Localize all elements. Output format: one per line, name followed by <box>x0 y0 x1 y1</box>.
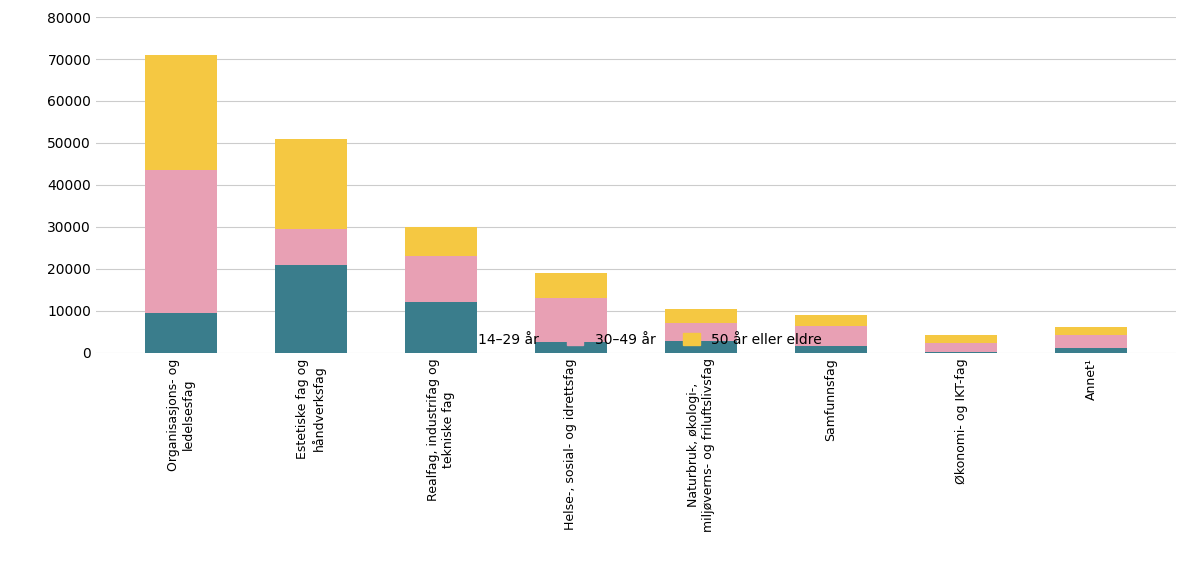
Bar <box>1055 348 1127 353</box>
Bar <box>535 343 607 353</box>
Bar <box>535 298 607 343</box>
Bar <box>406 227 476 256</box>
Bar <box>145 170 217 313</box>
Legend: 14–29 år, 30–49 år, 50 år eller eldre: 14–29 år, 30–49 år, 50 år eller eldre <box>445 327 827 353</box>
Bar <box>925 352 997 353</box>
Bar <box>535 273 607 298</box>
Bar <box>1055 335 1127 348</box>
Bar <box>796 315 866 325</box>
Bar <box>275 139 347 229</box>
Bar <box>145 313 217 353</box>
Bar <box>665 323 737 341</box>
Bar <box>665 341 737 353</box>
Bar <box>925 335 997 343</box>
Bar <box>406 256 476 303</box>
Bar <box>796 347 866 353</box>
Bar <box>145 55 217 170</box>
Bar <box>925 343 997 352</box>
Bar <box>796 325 866 347</box>
Bar <box>275 265 347 353</box>
Bar <box>406 303 476 353</box>
Bar <box>275 229 347 265</box>
Bar <box>1055 327 1127 335</box>
Bar <box>665 309 737 323</box>
